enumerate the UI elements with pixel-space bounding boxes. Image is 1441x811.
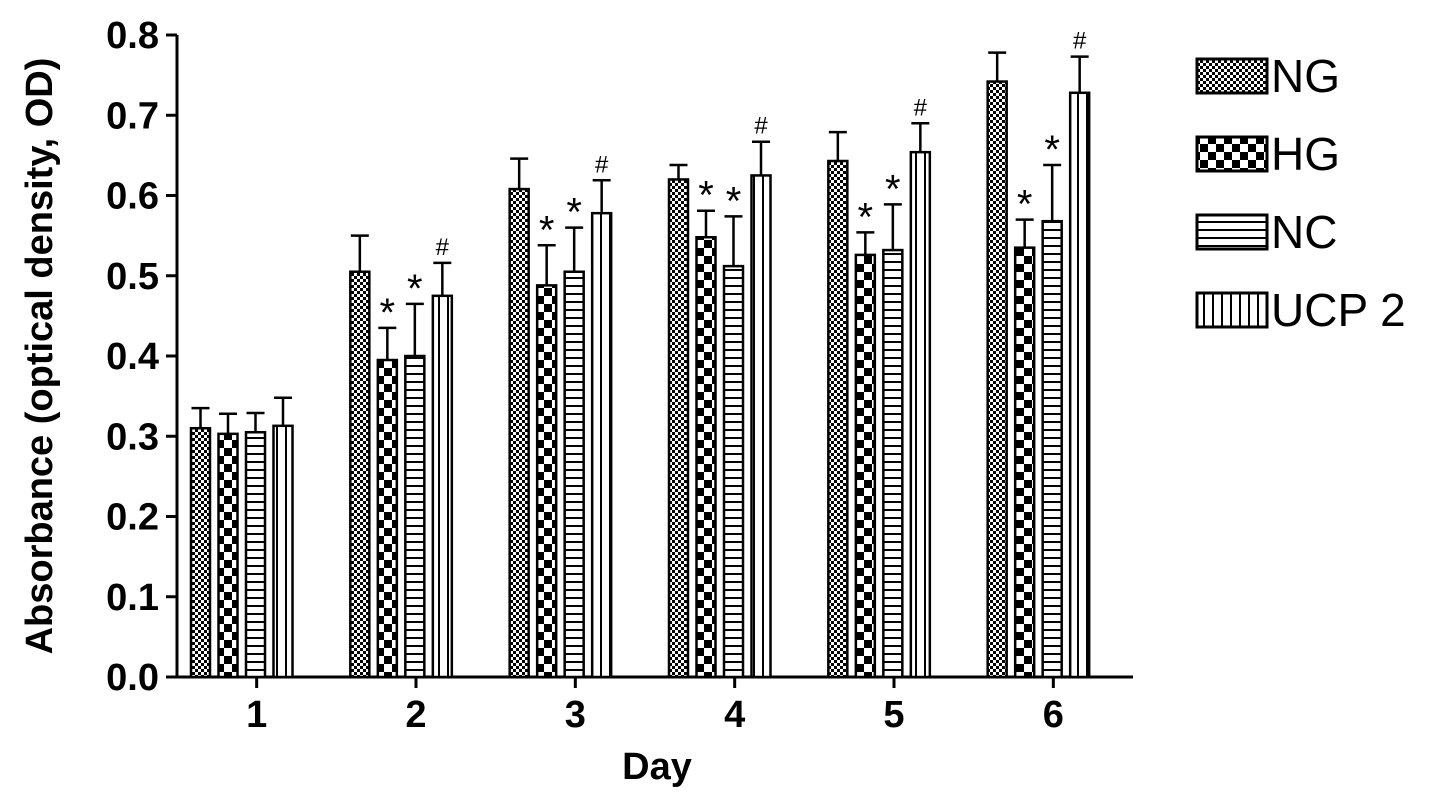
bar-nc-day-2 xyxy=(404,354,426,679)
x-tick-label: 1 xyxy=(246,694,267,736)
bar-nc-day-4 xyxy=(722,264,745,679)
significance-star: * xyxy=(698,174,714,218)
bar-ng-day-1 xyxy=(189,426,212,679)
x-tick-label: 2 xyxy=(405,694,426,736)
bar-ucp2-day-5 xyxy=(909,150,932,679)
x-axis-title: Day xyxy=(622,746,692,788)
bars-layer: *** * *** * **##### xyxy=(189,28,1091,679)
legend-label-nc: NC xyxy=(1271,206,1337,258)
significance-star: * xyxy=(407,267,423,311)
bar-ucp2-day-2 xyxy=(431,294,454,679)
bar-nc-day-6 xyxy=(1041,219,1063,679)
bar-hg-day-5 xyxy=(854,253,877,679)
y-tick-label: 0.2 xyxy=(106,497,159,539)
bar-hg-day-2 xyxy=(376,358,399,679)
x-tick-label: 4 xyxy=(724,694,745,736)
bar-nc-day-3 xyxy=(563,270,585,679)
y-tick-label: 0.4 xyxy=(106,336,159,378)
bar-ng-day-5 xyxy=(827,159,849,679)
bar-hg-day-3 xyxy=(535,284,558,679)
y-tick-label: 0.7 xyxy=(106,95,159,137)
bar-ng-day-2 xyxy=(349,270,371,679)
legend-swatch-ucp2 xyxy=(1195,291,1269,329)
x-tick-label: 6 xyxy=(1043,694,1064,736)
legend-label-hg: HG xyxy=(1271,128,1340,180)
legend: NG HG NC UCP 2 xyxy=(1195,50,1406,336)
y-tick-label: 0.0 xyxy=(106,657,159,699)
bar-ucp2-day-6 xyxy=(1068,91,1091,679)
bar-hg-day-6 xyxy=(1013,246,1036,679)
y-tick-label: 0.5 xyxy=(106,256,159,298)
y-tick-label: 0.6 xyxy=(106,176,159,218)
bar-ucp2-day-1 xyxy=(272,424,294,679)
significance-star: * xyxy=(1017,183,1033,227)
significance-star: * xyxy=(726,179,742,223)
legend-swatch-ng xyxy=(1195,57,1269,95)
significance-star: * xyxy=(380,291,396,335)
significance-hash: # xyxy=(1073,28,1087,55)
y-axis-title-group: Absorbance (optical density, OD) xyxy=(19,58,61,655)
x-tick-label: 3 xyxy=(565,694,586,736)
y-axis-title: Absorbance (optical density, OD) xyxy=(19,58,61,655)
significance-star: * xyxy=(566,191,582,235)
legend-label-ng: NG xyxy=(1271,50,1340,102)
bar-hg-day-1 xyxy=(217,432,239,679)
bar-ng-day-4 xyxy=(667,178,690,679)
significance-hash: # xyxy=(595,151,609,178)
bar-ucp2-day-3 xyxy=(590,211,613,679)
legend-swatch-hg xyxy=(1195,135,1269,173)
bar-ng-day-3 xyxy=(508,187,530,679)
bar-ng-day-6 xyxy=(986,80,1008,679)
bar-nc-day-1 xyxy=(244,430,267,679)
significance-star: * xyxy=(885,167,901,211)
significance-star: * xyxy=(858,195,874,239)
axes: 0.0 0.1 0.2 0.3 0.4 0.5 0.6 0.7 0.8 1 2 3 4 5 6 xyxy=(106,15,1133,736)
bar-hg-day-4 xyxy=(695,235,717,679)
significance-hash: # xyxy=(754,113,768,140)
significance-hash: # xyxy=(436,234,450,261)
bar-nc-day-5 xyxy=(882,248,904,679)
x-tick-label: 5 xyxy=(883,694,904,736)
y-tick-label: 0.8 xyxy=(106,15,159,57)
y-tick-label: 0.1 xyxy=(106,577,159,619)
y-tick-label: 0.3 xyxy=(106,416,159,458)
significance-star: * xyxy=(539,208,555,252)
legend-swatch-nc xyxy=(1195,213,1269,251)
bar-ucp2-day-4 xyxy=(750,174,772,679)
legend-label-ucp2: UCP 2 xyxy=(1271,284,1406,336)
significance-hash: # xyxy=(914,94,928,121)
significance-star: * xyxy=(1044,128,1060,172)
